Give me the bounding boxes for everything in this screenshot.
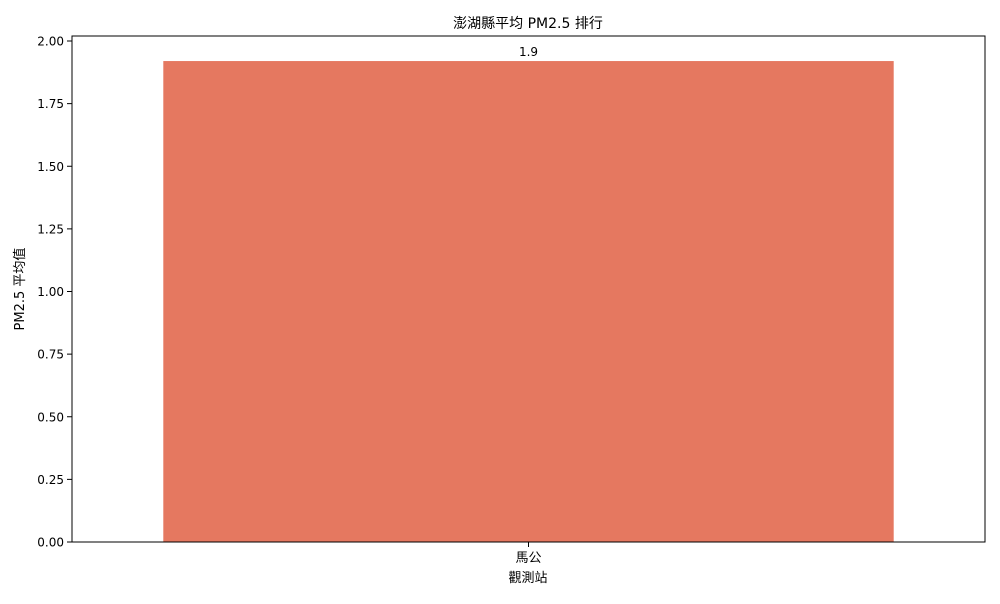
bar	[163, 61, 894, 543]
bar-value-label: 1.9	[519, 45, 538, 59]
x-tick-label: 馬公	[515, 551, 541, 566]
x-axis-label: 觀測站	[508, 571, 547, 586]
y-axis-label: PM2.5 平均值	[12, 248, 28, 331]
y-tick-label: 0.50	[37, 410, 64, 424]
y-tick-label: 0.75	[37, 348, 64, 362]
plot-area: 0.00 0.25 0.50 0.75 1.00 1.25 1.50 1.75 2.00 馬公 1.…	[37, 35, 894, 566]
y-tick-label: 2.00	[37, 35, 64, 49]
plot-frame	[71, 35, 986, 543]
y-tick-label: 1.50	[37, 160, 64, 174]
y-tick-label: 1.00	[37, 285, 64, 299]
y-tick-label: 0.25	[37, 473, 64, 487]
chart-title: 澎湖縣平均 PM2.5 排行	[453, 16, 603, 32]
y-tick-label: 0.00	[37, 536, 64, 550]
y-tick-label: 1.75	[37, 97, 64, 111]
y-tick-label: 1.25	[37, 222, 64, 236]
